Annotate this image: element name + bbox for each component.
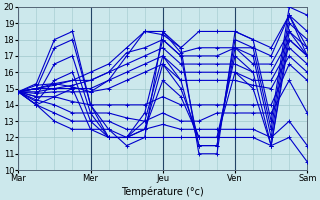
X-axis label: Température (°c): Température (°c) <box>121 186 204 197</box>
